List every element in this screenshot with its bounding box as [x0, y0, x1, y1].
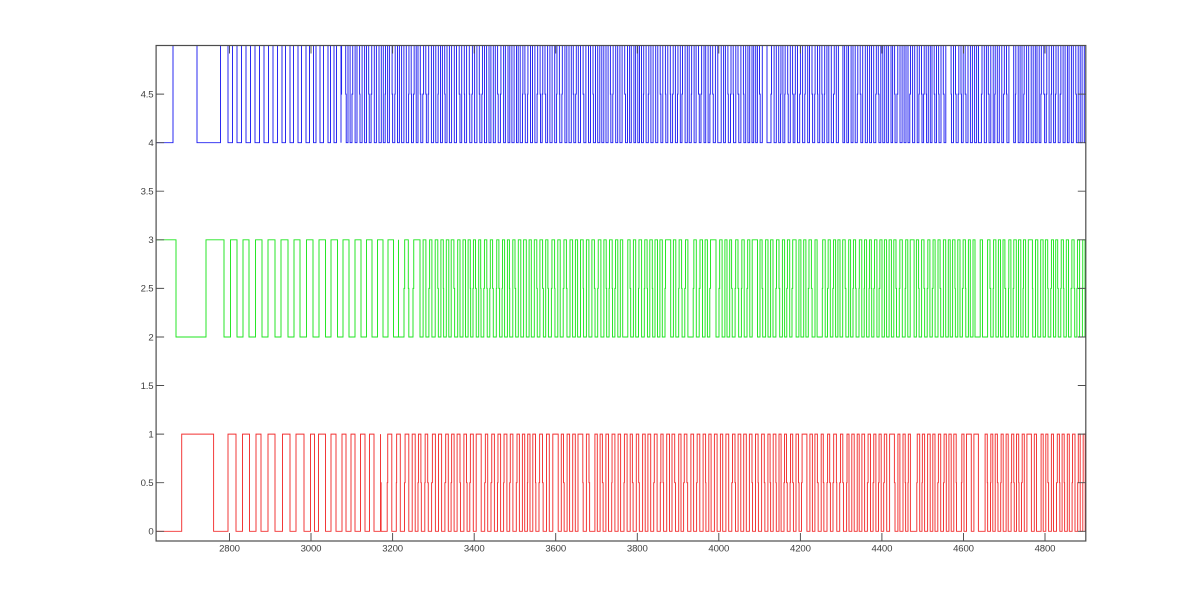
svg-text:3000: 3000 [301, 543, 322, 554]
svg-text:1: 1 [148, 429, 153, 440]
svg-text:4400: 4400 [872, 543, 893, 554]
svg-text:3800: 3800 [627, 543, 648, 554]
svg-text:4.5: 4.5 [141, 89, 154, 100]
svg-text:3200: 3200 [382, 543, 403, 554]
svg-text:2800: 2800 [219, 543, 240, 554]
svg-text:4600: 4600 [953, 543, 974, 554]
svg-text:0: 0 [148, 527, 153, 538]
svg-text:0.5: 0.5 [141, 478, 154, 489]
svg-text:3: 3 [148, 235, 153, 246]
svg-text:2: 2 [148, 332, 153, 343]
svg-text:4800: 4800 [1035, 543, 1056, 554]
svg-text:4000: 4000 [708, 543, 729, 554]
svg-text:3.5: 3.5 [141, 187, 154, 198]
svg-text:2.5: 2.5 [141, 284, 154, 295]
svg-text:4: 4 [148, 138, 154, 149]
svg-text:3600: 3600 [545, 543, 566, 554]
svg-text:3400: 3400 [464, 543, 485, 554]
svg-text:1.5: 1.5 [141, 381, 154, 392]
svg-text:4200: 4200 [790, 543, 811, 554]
